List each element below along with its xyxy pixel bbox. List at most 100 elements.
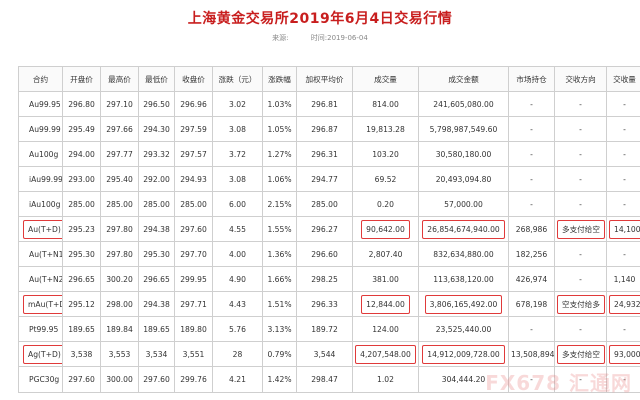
table-row: Au(T+D) 295.23 297.80 294.38 297.60 4.55 1.55%… [18, 216, 640, 242]
table-cell: 4,207,548.00 [352, 341, 419, 367]
table-cell: 1.03% [262, 91, 297, 117]
table-cell: 294.00 [62, 141, 101, 167]
table-cell: 14,912,009,728.00 [418, 341, 509, 367]
column-header: 涨跌（元） [212, 66, 263, 92]
table-cell: 294.38 [138, 216, 175, 242]
table-cell: 3,553 [100, 341, 139, 367]
column-header: 最低价 [138, 66, 175, 92]
table-cell: 3,806,165,492.00 [418, 291, 509, 317]
table-row: iAu99.99 293.00 295.40 292.00 294.93 3.08 1.06… [18, 166, 640, 192]
highlighted-value: 93,000 [609, 344, 640, 364]
table-cell: 20,493,094.80 [418, 166, 509, 192]
table-cell: 3,534 [138, 341, 175, 367]
table-cell: 297.60 [174, 216, 213, 242]
table-cell: 296.33 [296, 291, 353, 317]
table-cell: 124.00 [352, 316, 419, 342]
table-cell: 299.95 [174, 266, 213, 292]
contract-name-cell: Au100g [18, 141, 63, 167]
table-cell: 814.00 [352, 91, 419, 117]
table-cell: 298.25 [296, 266, 353, 292]
table-header-row: 合约 开盘价 最高价 最低价 收盘价 涨跌（元） 涨跌幅 加权平均价 成交量 成交金额 市场持仓 交收… [18, 66, 640, 92]
highlighted-value: Au(T+D) [23, 219, 62, 239]
table-cell: 304,444.20 [418, 366, 509, 393]
contract-name-cell: Au(T+N2) [18, 266, 63, 292]
table-cell: 297.59 [174, 116, 213, 142]
table-cell: 3.02 [212, 91, 263, 117]
table-cell: 4.90 [212, 266, 263, 292]
highlighted-value: 4,207,548.00 [355, 344, 416, 364]
table-cell: 24,932 [606, 291, 640, 317]
column-header: 市场持仓 [508, 66, 555, 92]
table-cell: 300.20 [100, 266, 139, 292]
table-cell: 189.65 [62, 316, 101, 342]
table-cell: 113,638,120.00 [418, 266, 509, 292]
table-cell: 3,551 [174, 341, 213, 367]
contract-name-cell: Au(T+D) [18, 216, 63, 242]
table-row: Pt99.95 189.65 189.84 189.65 189.80 5.76 3.13%… [18, 316, 640, 342]
table-cell: 285.00 [174, 191, 213, 217]
table-row: Ag(T+D) 3,538 3,553 3,534 3,551 28 0.79% 3,544 4… [18, 341, 640, 367]
table-cell: 0.20 [352, 191, 419, 217]
table-cell: - [554, 166, 607, 192]
contract-name-cell: iAu99.99 [18, 166, 63, 192]
table-cell: - [554, 266, 607, 292]
source-label: 来源: [272, 34, 289, 42]
table-cell: 189.65 [138, 316, 175, 342]
table-cell: 381.00 [352, 266, 419, 292]
table-cell: - [606, 166, 640, 192]
table-cell: 268,986 [508, 216, 555, 242]
table-cell: 297.60 [62, 366, 101, 393]
contract-name-cell: Pt99.95 [18, 316, 63, 342]
highlighted-value: 多支付给空 [557, 219, 605, 239]
table-cell: 3,544 [296, 341, 353, 367]
table-cell: 3.08 [212, 116, 263, 142]
table-cell: 296.50 [138, 91, 175, 117]
table-cell: 678,198 [508, 291, 555, 317]
table-cell: - [508, 91, 555, 117]
table-cell: 296.65 [138, 266, 175, 292]
column-header: 合约 [18, 66, 63, 92]
article-meta: 来源: 时间:2019-06-04 [0, 33, 640, 43]
contract-name-cell: Au99.99 [18, 116, 63, 142]
contract-name-cell: Ag(T+D) [18, 341, 63, 367]
table-row: Au99.99 295.49 297.66 294.30 297.59 3.08 1.05%… [18, 116, 640, 142]
table-cell: 294.38 [138, 291, 175, 317]
table-cell: 1,140 [606, 266, 640, 292]
table-cell: - [554, 141, 607, 167]
table-cell: - [508, 366, 555, 393]
table-row: Au100g 294.00 297.77 293.32 297.57 3.72 1.27% 2… [18, 141, 640, 167]
table-cell: 0.79% [262, 341, 297, 367]
table-cell: 296.80 [62, 91, 101, 117]
table-cell: 1.05% [262, 116, 297, 142]
table-row: mAu(T+D)295.12298.00294.38297.714.431.51… [18, 291, 640, 317]
table-cell: 30,580,180.00 [418, 141, 509, 167]
table-cell: 2,807.40 [352, 241, 419, 267]
table-cell: 296.31 [296, 141, 353, 167]
highlighted-value: 14,100 [609, 219, 640, 239]
table-cell: - [606, 91, 640, 117]
column-header: 交收方向 [554, 66, 607, 92]
table-cell: 1.36% [262, 241, 297, 267]
table-cell: 300.00 [100, 366, 139, 393]
table-cell: 189.80 [174, 316, 213, 342]
table-cell: 295.12 [62, 291, 101, 317]
table-cell: 57,000.00 [418, 191, 509, 217]
table-cell: 295.49 [62, 116, 101, 142]
table-cell: 3.72 [212, 141, 263, 167]
table-cell: 296.27 [296, 216, 353, 242]
table-cell: 426,974 [508, 266, 555, 292]
table-cell: 294.93 [174, 166, 213, 192]
column-header: 成交量 [352, 66, 419, 92]
table-cell: - [606, 241, 640, 267]
table-cell: 296.87 [296, 116, 353, 142]
table-cell: 3.13% [262, 316, 297, 342]
table-cell: 295.30 [138, 241, 175, 267]
table-row: iAu100g 285.00 285.00 285.00 285.00 6.00 2.15%… [18, 191, 640, 217]
table-cell: 28 [212, 341, 263, 367]
table-cell: 182,256 [508, 241, 555, 267]
column-header: 加权平均价 [296, 66, 353, 92]
column-header: 成交金额 [418, 66, 509, 92]
table-cell: - [508, 141, 555, 167]
table-cell: 4.21 [212, 366, 263, 393]
table-cell: 6.00 [212, 191, 263, 217]
